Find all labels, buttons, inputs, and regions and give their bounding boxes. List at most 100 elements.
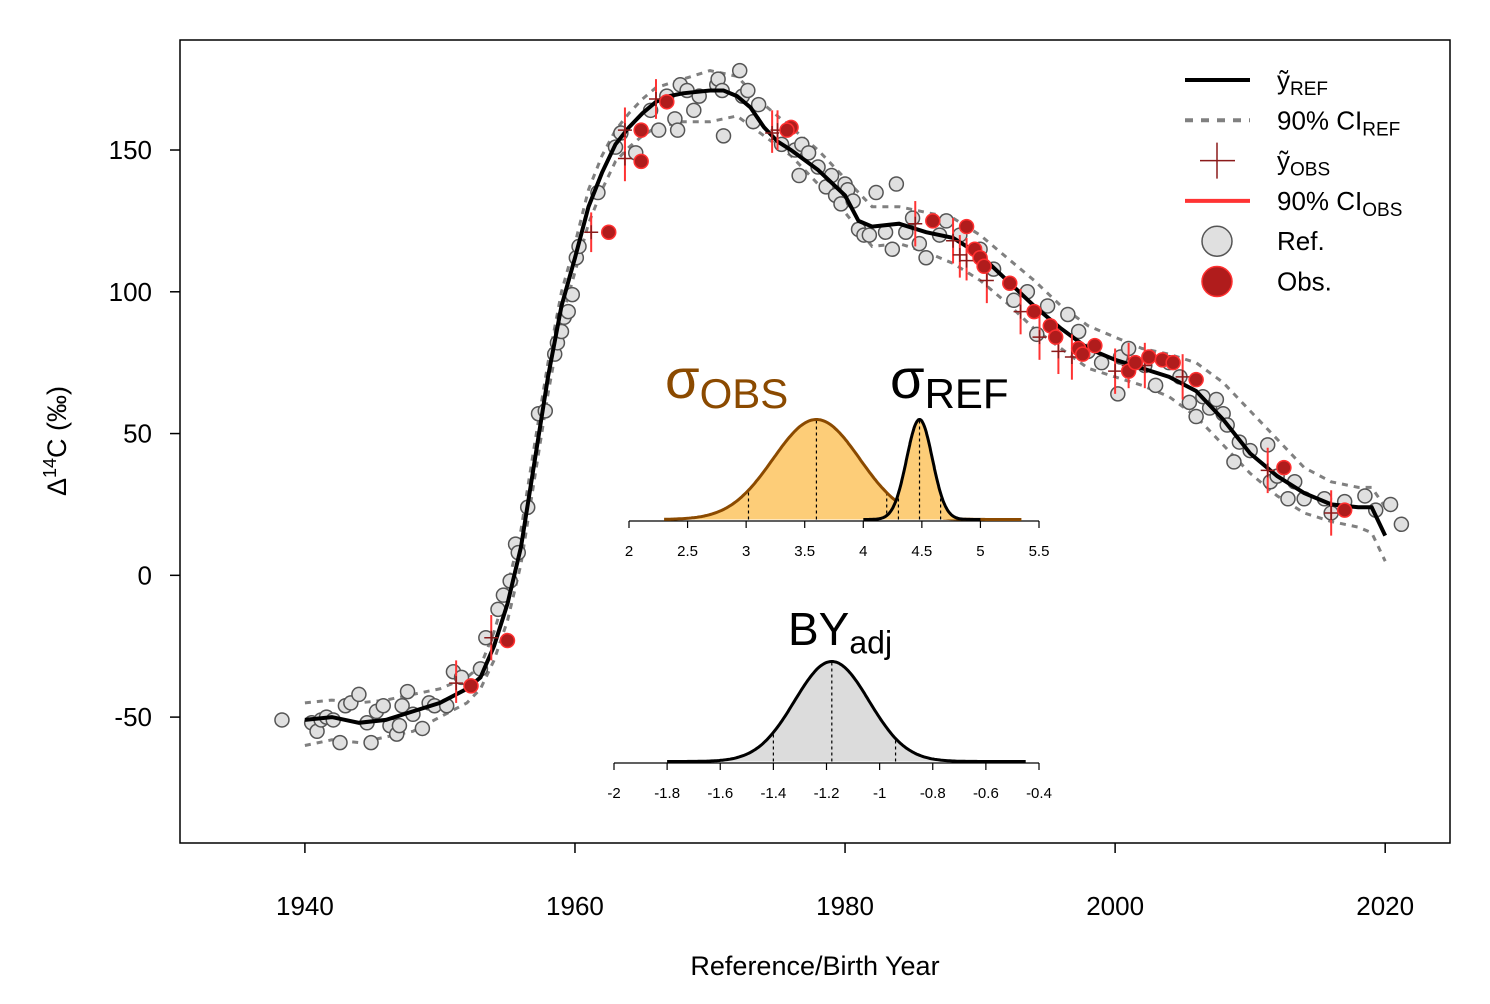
x-tick-label: 2020 [1356, 891, 1414, 921]
y-tick-label: 0 [138, 560, 152, 590]
density-label-sub: OBS [700, 370, 789, 417]
density-label-sub: REF [925, 370, 1009, 417]
legend-label: ỹOBS [1277, 146, 1330, 181]
legend-label: Obs. [1277, 267, 1332, 297]
point [375, 698, 391, 714]
obs-cross [617, 123, 632, 138]
x-tick-label: 2000 [1086, 891, 1144, 921]
point [650, 122, 667, 138]
point [453, 669, 470, 686]
y-tick-label: 150 [109, 135, 152, 165]
inset-tick-label: -0.8 [920, 785, 946, 802]
legend-label-base: Obs. [1277, 267, 1332, 297]
point [904, 210, 921, 226]
obs-cross [1260, 463, 1275, 478]
point [351, 686, 367, 703]
point [938, 213, 955, 229]
point [1188, 371, 1204, 388]
legend-label-sub: OBS [1362, 200, 1402, 221]
y-label-sup: 14 [40, 458, 60, 478]
inset-tick-label: 2.5 [677, 543, 698, 560]
inset-tick-label: -1.6 [707, 785, 733, 802]
legend-label-sub: OBS [1290, 160, 1330, 181]
legend-label: 90% CIOBS [1277, 186, 1402, 221]
point [731, 62, 748, 79]
density-area [863, 419, 981, 520]
point [1188, 408, 1204, 425]
point [1382, 496, 1399, 513]
point [1029, 326, 1045, 343]
reference-line [304, 88, 1388, 725]
point [1226, 454, 1242, 470]
point [1127, 354, 1144, 371]
density-label: BYadj [788, 603, 892, 660]
y-label-base: Δ [42, 478, 72, 496]
x-tick-label: 1960 [546, 891, 604, 921]
point [779, 122, 795, 138]
point [600, 224, 617, 240]
point [1070, 323, 1087, 340]
point [332, 734, 348, 751]
inset-tick-label: 2 [625, 543, 633, 560]
inset-tick-label: 3 [742, 543, 750, 560]
obs-cross [617, 151, 632, 166]
point [1026, 303, 1042, 320]
y-axis-label: Δ14C (‰) [40, 386, 72, 496]
point [1060, 306, 1076, 323]
point [861, 227, 878, 243]
point [669, 122, 686, 138]
legend-label-sub: REF [1290, 79, 1328, 100]
y-tick-label: 50 [123, 419, 152, 449]
obs-cross [979, 273, 994, 288]
obs-cross [1051, 344, 1066, 359]
inset-tick-label: -1.4 [760, 785, 786, 802]
legend-label-base: ỹ [1277, 65, 1290, 95]
x-axis-label: Reference/Birth Year [690, 951, 939, 981]
ci-line [304, 69, 1387, 705]
y-tick-label: 100 [109, 277, 152, 307]
point [633, 153, 649, 170]
point [888, 176, 905, 192]
density-area [667, 661, 1026, 762]
point [274, 712, 290, 728]
point [1165, 354, 1181, 371]
density-label-base: BY [788, 603, 849, 655]
obs-cross [1108, 364, 1123, 379]
legend-label-base: 90% CI [1277, 186, 1362, 216]
density-label-sub: adj [849, 624, 892, 660]
y-tick-label: -50 [114, 702, 152, 732]
y-label-rest: C (‰) [42, 386, 72, 458]
inset-tick-label: -1.8 [654, 785, 680, 802]
point [1074, 346, 1091, 362]
x-tick-label: 1940 [276, 891, 334, 921]
inset-tick-label: -1 [873, 785, 886, 802]
inset-tick-label: -0.4 [1026, 785, 1052, 802]
point [791, 167, 807, 184]
obs-cross [1324, 505, 1339, 520]
point [1147, 377, 1164, 394]
point [750, 96, 767, 113]
ci-line [304, 114, 1387, 747]
point [1357, 488, 1373, 504]
plot-frame [179, 39, 1451, 844]
density-area [664, 419, 1022, 520]
point [976, 258, 992, 275]
legend-label: 90% CIREF [1277, 105, 1400, 140]
point [686, 102, 702, 119]
inset-tick-label: -0.6 [973, 785, 999, 802]
density-curve [863, 418, 981, 521]
point [1336, 502, 1353, 518]
point [800, 145, 817, 161]
inset-tick-label: 4.5 [911, 543, 932, 560]
point [958, 218, 975, 235]
point [399, 683, 416, 700]
legend-cross [1200, 142, 1235, 179]
point [1393, 516, 1410, 533]
point [884, 241, 901, 258]
inset-tick-label: 3.5 [794, 543, 815, 560]
obs-cross [959, 253, 974, 268]
point [1280, 491, 1296, 507]
point [1006, 292, 1022, 309]
point [1208, 391, 1225, 408]
